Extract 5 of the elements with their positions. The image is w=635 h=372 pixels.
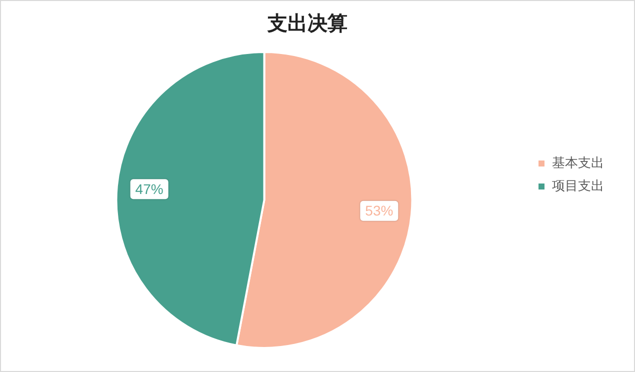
data-label: 47% — [135, 180, 164, 197]
data-label: 53% — [365, 202, 394, 219]
chart-title: 支出决算 — [266, 11, 348, 36]
legend-label: 项目支出 — [552, 178, 604, 194]
legend-label: 基本支出 — [552, 156, 604, 171]
